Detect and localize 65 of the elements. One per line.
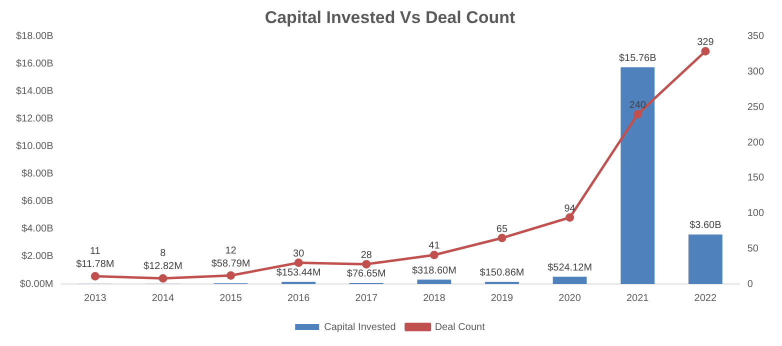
point: [90, 272, 100, 280]
x-tick-label: 2021: [626, 292, 650, 304]
y-tick-label: $10.00B: [16, 141, 54, 152]
legend-label: Deal Count: [434, 322, 486, 333]
data-label: $11.78M: [76, 258, 114, 270]
data-label: $58.79M: [211, 258, 250, 270]
data-label: $153.44M: [276, 268, 321, 279]
data-label: $12.82M: [144, 261, 182, 272]
y2-tick-label: 50: [747, 243, 759, 254]
data-label: 94: [564, 203, 576, 214]
y2-tick-label: 100: [747, 208, 764, 220]
point: [226, 271, 236, 280]
data-label: 11: [90, 246, 101, 257]
point: [633, 110, 642, 118]
x-tick-label: 2020: [558, 292, 582, 304]
data-label: 28: [360, 250, 372, 261]
y-tick-label: $16.00B: [16, 58, 54, 70]
point: [701, 47, 710, 56]
data-label: $3.60B: [690, 220, 722, 232]
point: [430, 250, 438, 260]
y2-tick-label: 250: [747, 102, 764, 113]
data-label: 30: [293, 248, 305, 260]
point: [158, 274, 168, 283]
data-label: $150.86M: [480, 268, 524, 279]
legend-label: Capital Invested: [324, 322, 396, 333]
data-label: 329: [697, 37, 714, 48]
data-label: 41: [428, 240, 440, 252]
point: [362, 260, 371, 268]
y2-tick-label: 200: [747, 137, 764, 148]
bar: [620, 67, 655, 284]
bar: [688, 234, 722, 284]
y2-tick-label: 150: [747, 172, 764, 184]
point: [294, 258, 303, 268]
data-label: 8: [160, 248, 166, 260]
y-tick-label: $2.00B: [22, 251, 54, 262]
data-label: $76.65M: [346, 268, 386, 280]
y-tick-label: $18.00B: [16, 31, 54, 42]
y-tick-label: $4.00B: [22, 224, 54, 235]
x-tick-label: 2019: [490, 292, 514, 304]
y2-tick-label: 0: [747, 278, 754, 290]
x-tick-label: 2017: [355, 292, 378, 304]
y2-tick-label: 350: [747, 31, 764, 42]
x-tick-label: 2016: [287, 292, 310, 304]
x-tick-label: 2014: [152, 292, 175, 304]
data-label: $15.76B: [618, 52, 657, 64]
chart-title: Capital Invested Vs Deal Count: [264, 8, 516, 27]
x-tick-label: 2022: [694, 292, 717, 304]
y-tick-label: $0.00M: [20, 278, 54, 290]
y-tick-label: $12.00B: [16, 114, 54, 125]
x-tick-label: 2015: [220, 292, 242, 304]
point: [498, 234, 506, 242]
bar: [552, 276, 587, 284]
data-label: 240: [629, 100, 646, 111]
data-label: $318.60M: [412, 265, 456, 276]
point: [566, 213, 574, 222]
bar: [417, 280, 452, 284]
x-tick-label: 2013: [84, 292, 107, 304]
y-tick-label: $6.00B: [22, 196, 54, 208]
y-tick-label: $14.00B: [16, 86, 54, 98]
data-label: 12: [225, 245, 237, 256]
y-tick-label: $8.00B: [22, 168, 54, 180]
x-tick-label: 2018: [423, 292, 446, 304]
y2-tick-label: 300: [747, 66, 764, 78]
data-label: $524.12M: [548, 262, 592, 274]
data-label: 65: [496, 224, 508, 235]
